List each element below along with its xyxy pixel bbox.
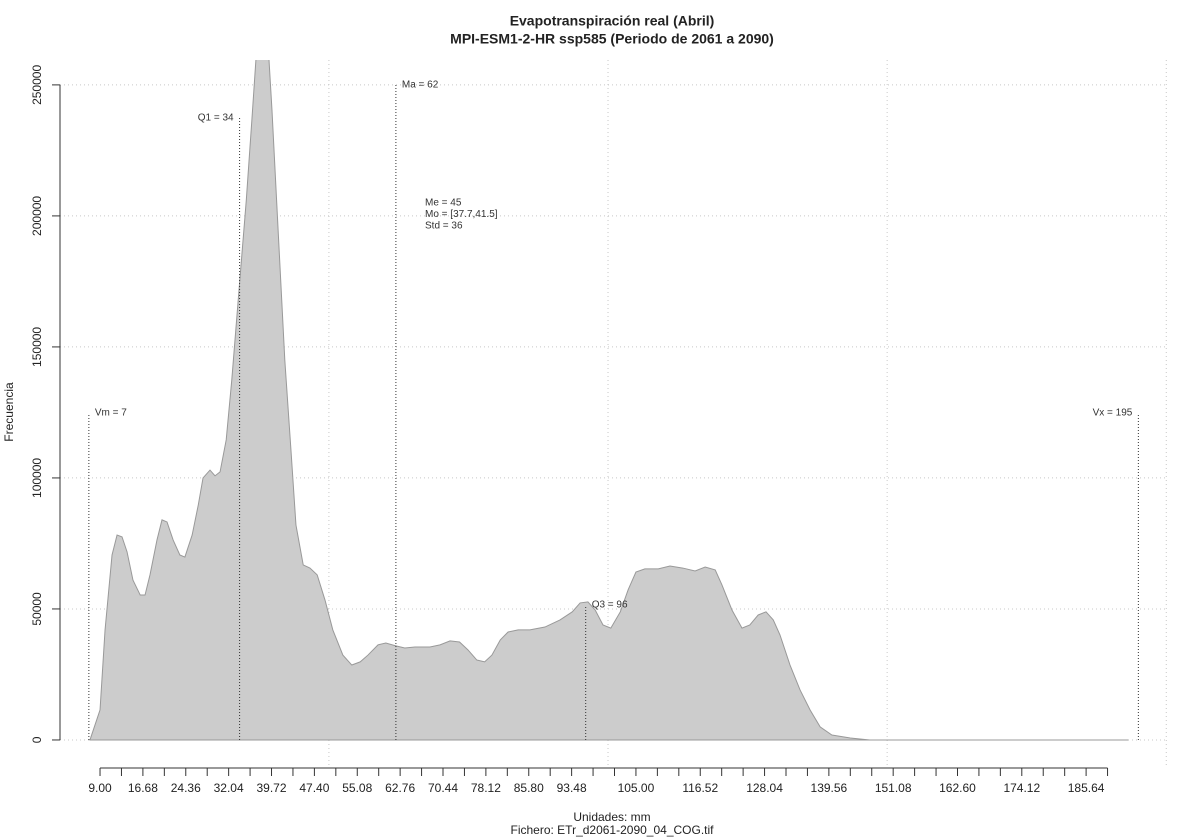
- y-tick-label: 100000: [30, 458, 44, 498]
- x-tick-label: 9.00: [88, 781, 112, 795]
- chart-title: Evapotranspiración real (Abril): [510, 13, 715, 29]
- x-tick-label: 70.44: [428, 781, 458, 795]
- density-area: [89, 60, 1129, 741]
- x-tick-label: 32.04: [214, 781, 244, 795]
- x-tick-label: 162.60: [939, 781, 976, 795]
- x-tick-label: 105.00: [618, 781, 655, 795]
- y-tick-label: 0: [30, 736, 44, 743]
- stat-label: Vx = 195: [1093, 408, 1133, 419]
- x-tick-label: 116.52: [682, 781, 718, 795]
- x-axis-label: Unidades: mm: [573, 810, 650, 824]
- stat-text: Me = 45: [425, 198, 462, 209]
- x-tick-label: 24.36: [171, 781, 201, 795]
- plot-area: [89, 60, 1129, 741]
- x-tick-label: 151.08: [875, 781, 912, 795]
- stat-text: Std = 36: [425, 221, 463, 232]
- stat-label: Q1 = 34: [198, 113, 234, 124]
- x-tick-label: 85.80: [514, 781, 544, 795]
- y-tick-label: 150000: [30, 327, 44, 367]
- stat-label: Ma = 62: [402, 80, 439, 91]
- y-tick-label: 50000: [30, 592, 44, 626]
- stat-label: Vm = 7: [95, 408, 127, 419]
- stat-text: Mo = [37.7,41.5]: [425, 209, 498, 220]
- caption: Fichero: ETr_d2061-2090_04_COG.tif: [511, 823, 715, 837]
- x-tick-label: 16.68: [128, 781, 158, 795]
- x-tick-label: 62.76: [385, 781, 415, 795]
- y-tick-label: 200000: [30, 196, 44, 236]
- x-tick-label: 39.72: [257, 781, 287, 795]
- x-tick-label: 174.12: [1003, 781, 1040, 795]
- y-axis-label: Frecuencia: [2, 382, 16, 442]
- y-tick-label: 250000: [30, 65, 44, 105]
- x-tick-label: 185.64: [1068, 781, 1105, 795]
- x-tick-label: 55.08: [342, 781, 372, 795]
- chart-subtitle: MPI-ESM1-2-HR ssp585 (Periodo de 2061 a …: [450, 31, 774, 47]
- x-tick-label: 47.40: [299, 781, 329, 795]
- x-tick-label: 139.56: [811, 781, 848, 795]
- stat-label: Q3 = 96: [592, 600, 628, 611]
- x-tick-label: 128.04: [746, 781, 783, 795]
- x-tick-label: 78.12: [471, 781, 501, 795]
- x-tick-label: 93.48: [557, 781, 587, 795]
